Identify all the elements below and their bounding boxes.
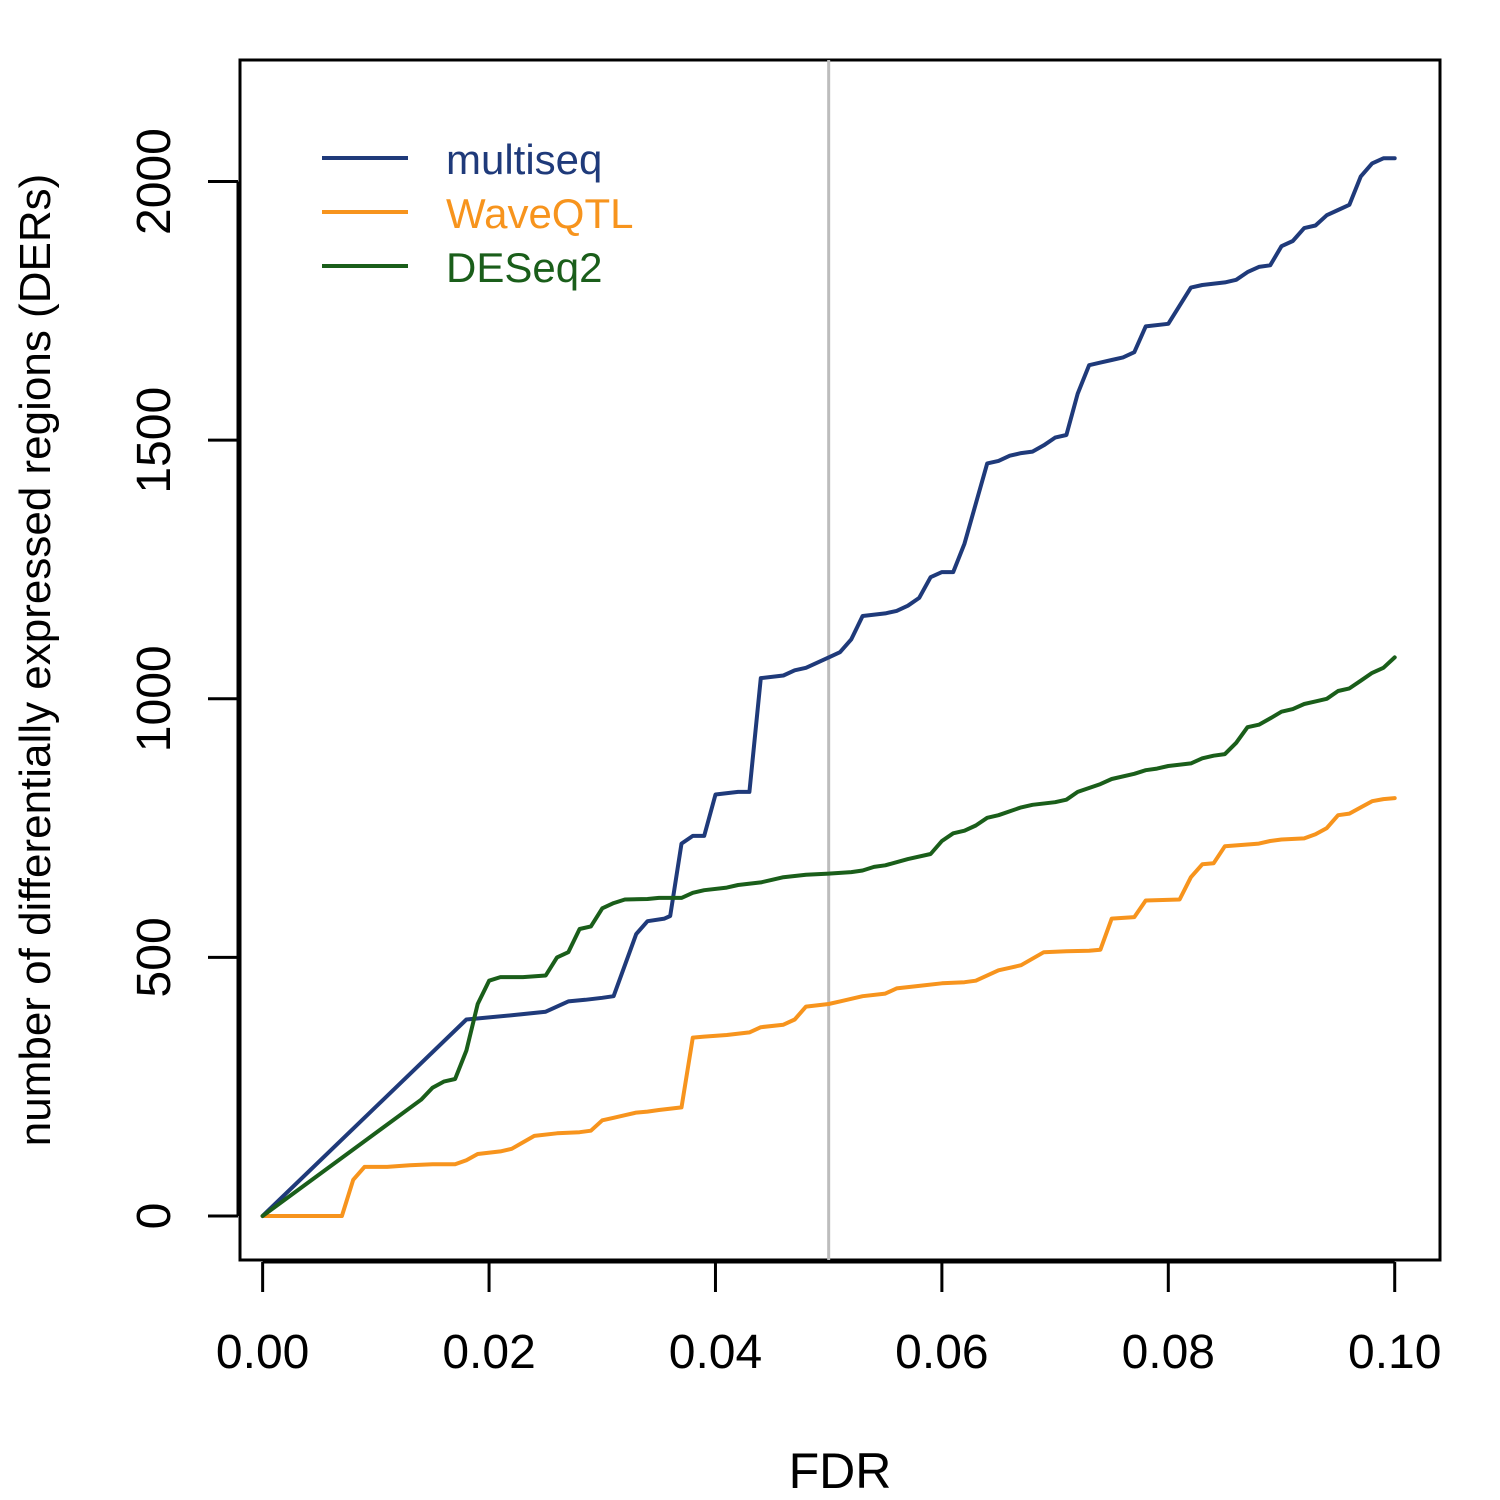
x-tick-label: 0.08 [1122,1326,1215,1379]
y-tick-label: 500 [128,917,181,997]
y-axis: 0 500 1000 1500 2000 [128,128,240,1230]
y-axis-label: number of differentially expressed regio… [11,174,60,1147]
x-axis-label: FDR [789,1443,892,1499]
legend: multiseq WaveQTL DESeq2 [322,136,633,291]
series-layer [260,156,1397,1218]
x-tick-label: 0.04 [669,1326,762,1379]
x-tick-label: 0.00 [216,1326,309,1379]
x-tick-label: 0.02 [442,1326,535,1379]
x-axis: 0.00 0.02 0.04 0.06 0.08 0.10 [216,1260,1441,1379]
y-tick-label: 1000 [128,645,181,752]
y-tick-label: 0 [128,1203,181,1230]
y-tick-label: 2000 [128,128,181,235]
plot-frame [238,58,1442,1262]
series-line-waveqtl [260,796,1397,1218]
legend-label-deseq2: DESeq2 [446,244,602,291]
legend-label-waveqtl: WaveQTL [446,190,633,237]
y-tick-label: 1500 [128,387,181,494]
x-tick-label: 0.10 [1348,1326,1441,1379]
x-tick-label: 0.06 [895,1326,988,1379]
series-line-multiseq [260,156,1397,1218]
series-line-deseq2 [260,655,1397,1218]
legend-label-multiseq: multiseq [446,136,602,183]
